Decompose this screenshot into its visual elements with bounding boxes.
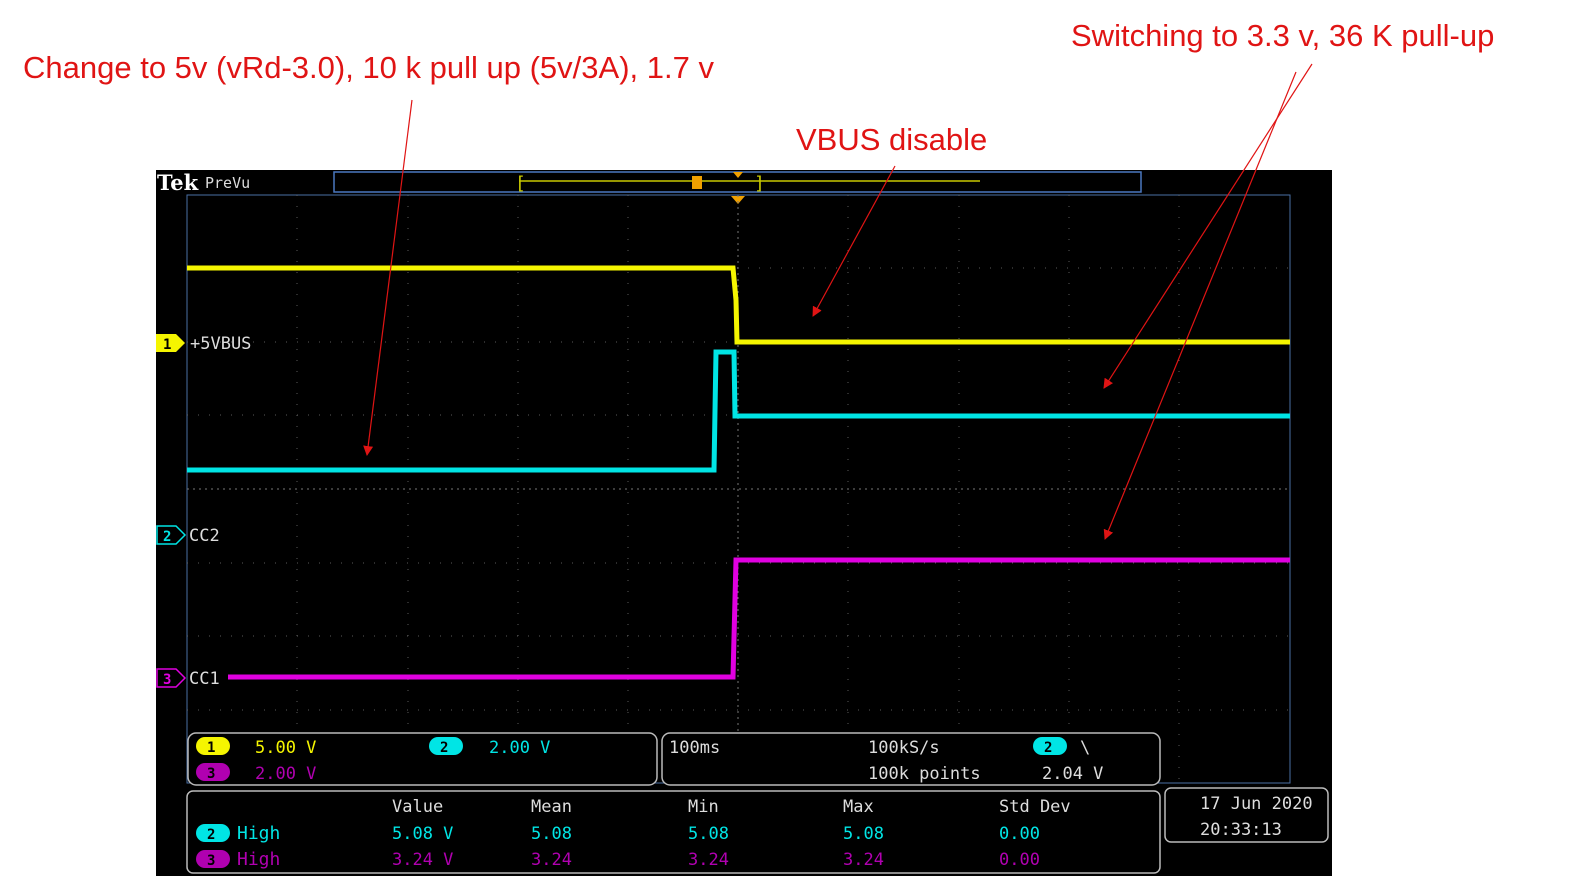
measurement-panel[interactable]: Value Mean Min Max Std Dev 2 High 5.08 V…: [186, 790, 1161, 874]
ch3-label: CC1: [189, 669, 220, 689]
trigger-source: 2: [1044, 740, 1052, 756]
arrow-change-5v: [363, 99, 413, 456]
record-length: 100k points: [868, 764, 981, 784]
ch3-waveform: [228, 557, 1290, 680]
svg-text:5.08 V: 5.08 V: [392, 824, 453, 844]
svg-text:3.24: 3.24: [843, 850, 884, 870]
prevu-label: PreVu: [205, 174, 250, 192]
ch1-marker[interactable]: 1: [156, 334, 185, 353]
ch1-label: +5VBUS: [190, 334, 251, 354]
date: 17 Jun 2020: [1200, 794, 1313, 814]
annotation-switching: Switching to 3.3 v, 36 K pull-up: [1071, 18, 1495, 53]
record-position-marker[interactable]: [692, 176, 702, 189]
ch2-scale: 2.00 V: [489, 738, 550, 758]
date-time-box: 17 Jun 2020 20:33:13: [1164, 787, 1329, 843]
meas-row-ch3: 3 High 3.24 V 3.24 3.24 3.24 0.00: [196, 849, 1040, 870]
svg-text:2: 2: [163, 529, 171, 545]
time-per-div: 100ms: [669, 738, 720, 758]
svg-text:High: High: [237, 849, 280, 870]
trigger-position-top-icon: [733, 172, 743, 178]
meas-header-mean: Mean: [531, 797, 572, 817]
vertical-scale-box[interactable]: 1 5.00 V 2 2.00 V 3 2.00 V: [187, 732, 658, 786]
svg-text:3: 3: [163, 672, 171, 688]
svg-text:5.08: 5.08: [843, 824, 884, 844]
svg-text:2: 2: [440, 740, 448, 756]
time: 20:33:13: [1200, 820, 1282, 840]
trigger-level: 2.04 V: [1042, 764, 1103, 784]
meas-row-ch2: 2 High 5.08 V 5.08 5.08 5.08 0.00: [196, 823, 1040, 844]
ch3-scale: 2.00 V: [255, 764, 316, 784]
svg-text:0.00: 0.00: [999, 850, 1040, 870]
ch2-waveform: [187, 349, 1290, 473]
svg-text:]: ]: [754, 173, 765, 194]
svg-text:3: 3: [207, 766, 215, 782]
meas-header-min: Min: [688, 797, 719, 817]
svg-text:5.08: 5.08: [531, 824, 572, 844]
svg-text:3.24: 3.24: [688, 850, 729, 870]
arrow-switching-cc1: [1103, 71, 1297, 540]
svg-text:3: 3: [207, 853, 215, 869]
svg-text:2: 2: [207, 827, 215, 843]
ch2-marker[interactable]: 2: [156, 525, 187, 545]
ch1-waveform: [187, 265, 1290, 345]
trigger-position-icon[interactable]: [731, 196, 745, 204]
ch3-marker[interactable]: 3: [156, 668, 187, 688]
meas-header-stddev: Std Dev: [999, 797, 1071, 817]
falling-edge-icon: \: [1080, 738, 1090, 758]
horizontal-trigger-box[interactable]: 100ms 100kS/s 100k points 2 \ 2.04 V: [661, 732, 1161, 786]
svg-text:3.24 V: 3.24 V: [392, 850, 453, 870]
svg-text:3.24: 3.24: [531, 850, 572, 870]
meas-header-max: Max: [843, 797, 874, 817]
annotation-vbus-disable: VBUS disable: [796, 122, 988, 157]
svg-text:[: [: [515, 173, 526, 194]
arrow-vbus-disable: [812, 165, 896, 317]
ch1-scale: 5.00 V: [255, 738, 316, 758]
svg-text:0.00: 0.00: [999, 824, 1040, 844]
svg-text:1: 1: [163, 337, 171, 353]
svg-text:1: 1: [207, 740, 215, 756]
annotation-change-5v: Change to 5v (vRd-3.0), 10 k pull up (5v…: [23, 50, 714, 85]
sample-rate: 100kS/s: [868, 738, 940, 758]
tek-logo: Tek: [157, 170, 199, 195]
svg-text:5.08: 5.08: [688, 824, 729, 844]
svg-text:High: High: [237, 823, 280, 844]
meas-header-value: Value: [392, 797, 443, 817]
ch2-label: CC2: [189, 526, 220, 546]
